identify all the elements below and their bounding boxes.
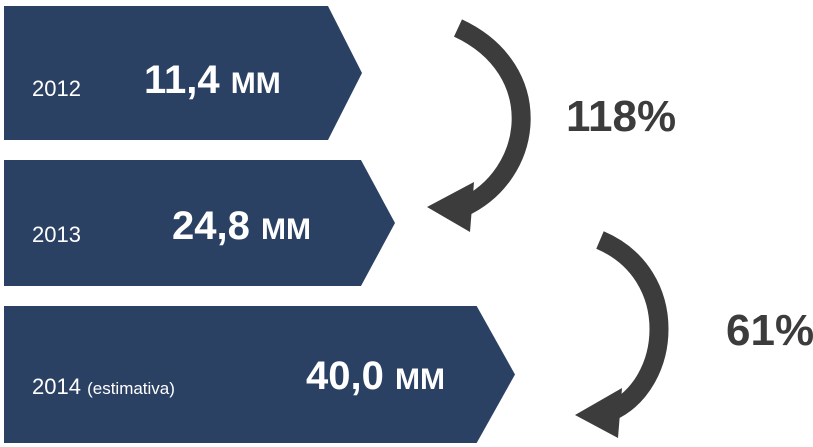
bar-2014: 2014 (estimativa) 40,0 MM xyxy=(4,306,515,443)
unit-label: MM xyxy=(230,67,281,100)
value-label: 40,0 MM xyxy=(306,354,445,398)
value-label: 24,8 MM xyxy=(172,204,311,248)
value-label: 11,4 MM xyxy=(144,58,281,102)
unit-label: MM xyxy=(394,363,445,396)
unit-label: MM xyxy=(260,213,311,246)
growth-percent-2012-2013: 118% xyxy=(566,92,677,141)
curved-arrow-icon xyxy=(427,19,531,232)
growth-percent-2013-2014: 61% xyxy=(726,306,813,355)
bar-2013: 2013 24,8 MM xyxy=(4,160,395,286)
year-label: 2014 (estimativa) xyxy=(32,374,175,399)
year-label: 2013 xyxy=(32,222,81,247)
estimate-note: (estimativa) xyxy=(87,379,175,398)
year-label: 2012 xyxy=(32,76,81,101)
curved-arrow-icon xyxy=(575,231,669,438)
bar-2012: 2012 11,4 MM xyxy=(4,6,362,140)
